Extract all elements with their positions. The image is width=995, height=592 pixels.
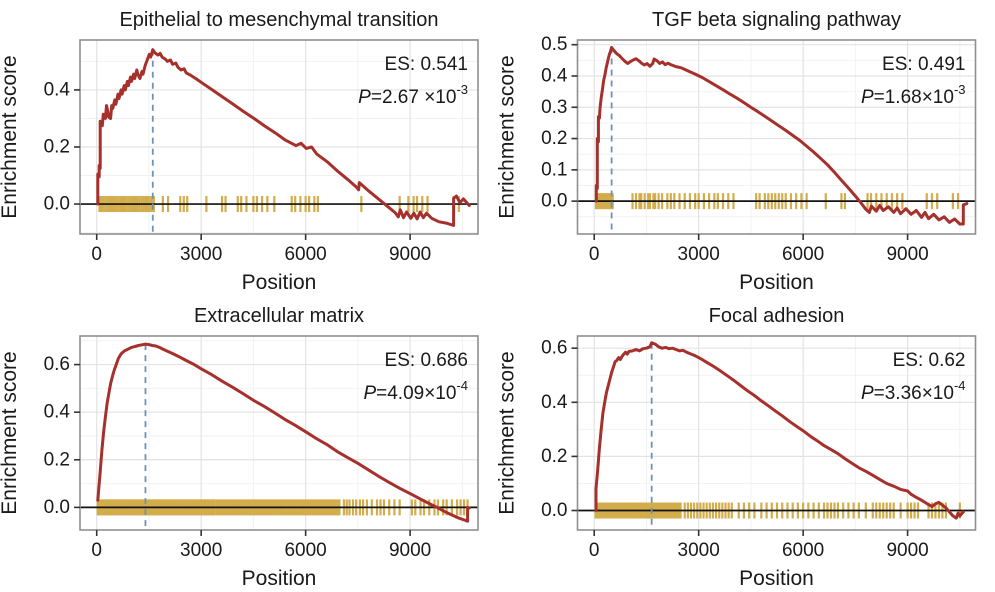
x-tick-label: 0 (91, 540, 102, 561)
y-tick-label: 0.2 (541, 128, 567, 149)
y-tick-label: 0.6 (44, 354, 70, 375)
enrichment-curve (96, 342, 471, 523)
x-tick-label: 6000 (782, 540, 824, 561)
panel-border (79, 39, 479, 235)
y-tick-label: 0.4 (44, 79, 71, 100)
x-tick-label: 6000 (782, 244, 824, 265)
x-tick-label: 0 (589, 540, 600, 561)
x-tick-label: 0 (91, 244, 102, 265)
plot-area: 0 3000 6000 9000 0.0 0.1 0.2 0.3 0.4 0.5 (541, 34, 977, 265)
es-annotation: ES: 0.491 (882, 54, 965, 75)
gsea-panel-ecm: 0 3000 6000 9000 0.0 0.2 0.4 0.6 Extracellular … (0, 305, 479, 590)
x-axis-label: Position (739, 567, 814, 590)
x-tick-label: 9000 (389, 540, 431, 561)
y-axis-ticks: 0.0 0.2 0.4 0.6 (44, 354, 80, 518)
y-axis-label: Enrichment score (0, 351, 21, 514)
x-tick-label: 6000 (284, 244, 326, 265)
y-tick-label: 0.2 (44, 136, 70, 157)
gsea-panel-focal-adhesion: 0 3000 6000 9000 0.0 0.2 0.4 0.6 Focal adhesion… (497, 305, 977, 590)
y-tick-label: 0.6 (541, 338, 567, 359)
x-tick-label: 6000 (284, 540, 326, 561)
y-axis-label: Enrichment score (497, 351, 519, 514)
p-annotation: P=3.36×10-4 (861, 378, 966, 404)
y-tick-label: 0.0 (44, 194, 70, 215)
x-axis-ticks: 0 3000 6000 9000 (589, 234, 929, 265)
enrichment-curve (594, 341, 965, 520)
chart-title: TGF beta signaling pathway (652, 9, 901, 31)
x-tick-label: 9000 (389, 244, 431, 265)
x-axis-ticks: 0 3000 6000 9000 (589, 530, 929, 561)
x-axis-label: Position (739, 271, 814, 294)
panel-border (576, 335, 977, 531)
y-axis-ticks: 0.0 0.1 0.2 0.3 0.4 0.5 (541, 34, 578, 212)
chart-title: Focal adhesion (709, 305, 845, 327)
x-tick-label: 3000 (678, 540, 720, 561)
p-annotation: P=2.67 ×10-3 (358, 82, 468, 108)
enrichment-curve (594, 46, 969, 226)
chart-title: Extracellular matrix (194, 305, 364, 327)
enrichment-curve (96, 48, 471, 227)
x-axis-label: Position (242, 567, 317, 590)
x-tick-label: 9000 (886, 540, 928, 561)
es-annotation: ES: 0.541 (385, 54, 468, 75)
x-tick-label: 3000 (678, 244, 720, 265)
es-annotation: ES: 0.62 (893, 350, 966, 371)
x-axis-label: Position (242, 271, 317, 294)
y-tick-label: 0.4 (44, 402, 71, 423)
y-tick-label: 0.0 (541, 191, 567, 212)
es-annotation: ES: 0.686 (385, 350, 468, 371)
plot-area: 0 3000 6000 9000 0.0 0.2 0.4 0.6 (44, 335, 479, 561)
y-tick-label: 0.4 (541, 392, 568, 413)
x-axis-ticks: 0 3000 6000 9000 (91, 234, 431, 265)
y-tick-label: 0.0 (44, 497, 70, 518)
x-tick-label: 3000 (180, 540, 222, 561)
y-axis-ticks: 0.0 0.2 0.4 (44, 79, 80, 215)
y-tick-label: 0.0 (541, 500, 567, 521)
p-annotation: P=4.09×10-4 (363, 378, 468, 404)
x-tick-label: 9000 (886, 244, 928, 265)
p-annotation: P=1.68×10-3 (861, 82, 966, 108)
x-axis-ticks: 0 3000 6000 9000 (91, 530, 431, 561)
panel-border (576, 39, 977, 235)
y-axis-label: Enrichment score (0, 55, 21, 218)
x-tick-label: 0 (589, 244, 600, 265)
gsea-panel-emt: 0 3000 6000 9000 0.0 0.2 0.4 Epithelial to mes… (0, 9, 479, 294)
plot-area: 0 3000 6000 9000 0.0 0.2 0.4 (44, 39, 479, 265)
y-tick-label: 0.5 (541, 34, 567, 55)
chart-title: Epithelial to mesenchymal transition (119, 9, 438, 31)
gridlines (577, 40, 976, 234)
y-tick-label: 0.3 (541, 97, 567, 118)
plot-area: 0 3000 6000 9000 0.0 0.2 0.4 0.6 (541, 335, 977, 561)
y-tick-label: 0.1 (541, 159, 567, 180)
x-tick-label: 3000 (180, 244, 222, 265)
y-tick-label: 0.2 (541, 446, 567, 467)
y-axis-label: Enrichment score (497, 55, 519, 218)
y-tick-label: 0.2 (44, 449, 70, 470)
y-axis-ticks: 0.0 0.2 0.4 0.6 (541, 338, 578, 521)
panel-border (79, 335, 479, 531)
gsea-panel-tgf-beta: 0 3000 6000 9000 0.0 0.1 0.2 0.3 0.4 0.5 TGF beta… (497, 9, 977, 294)
y-tick-label: 0.4 (541, 65, 568, 86)
